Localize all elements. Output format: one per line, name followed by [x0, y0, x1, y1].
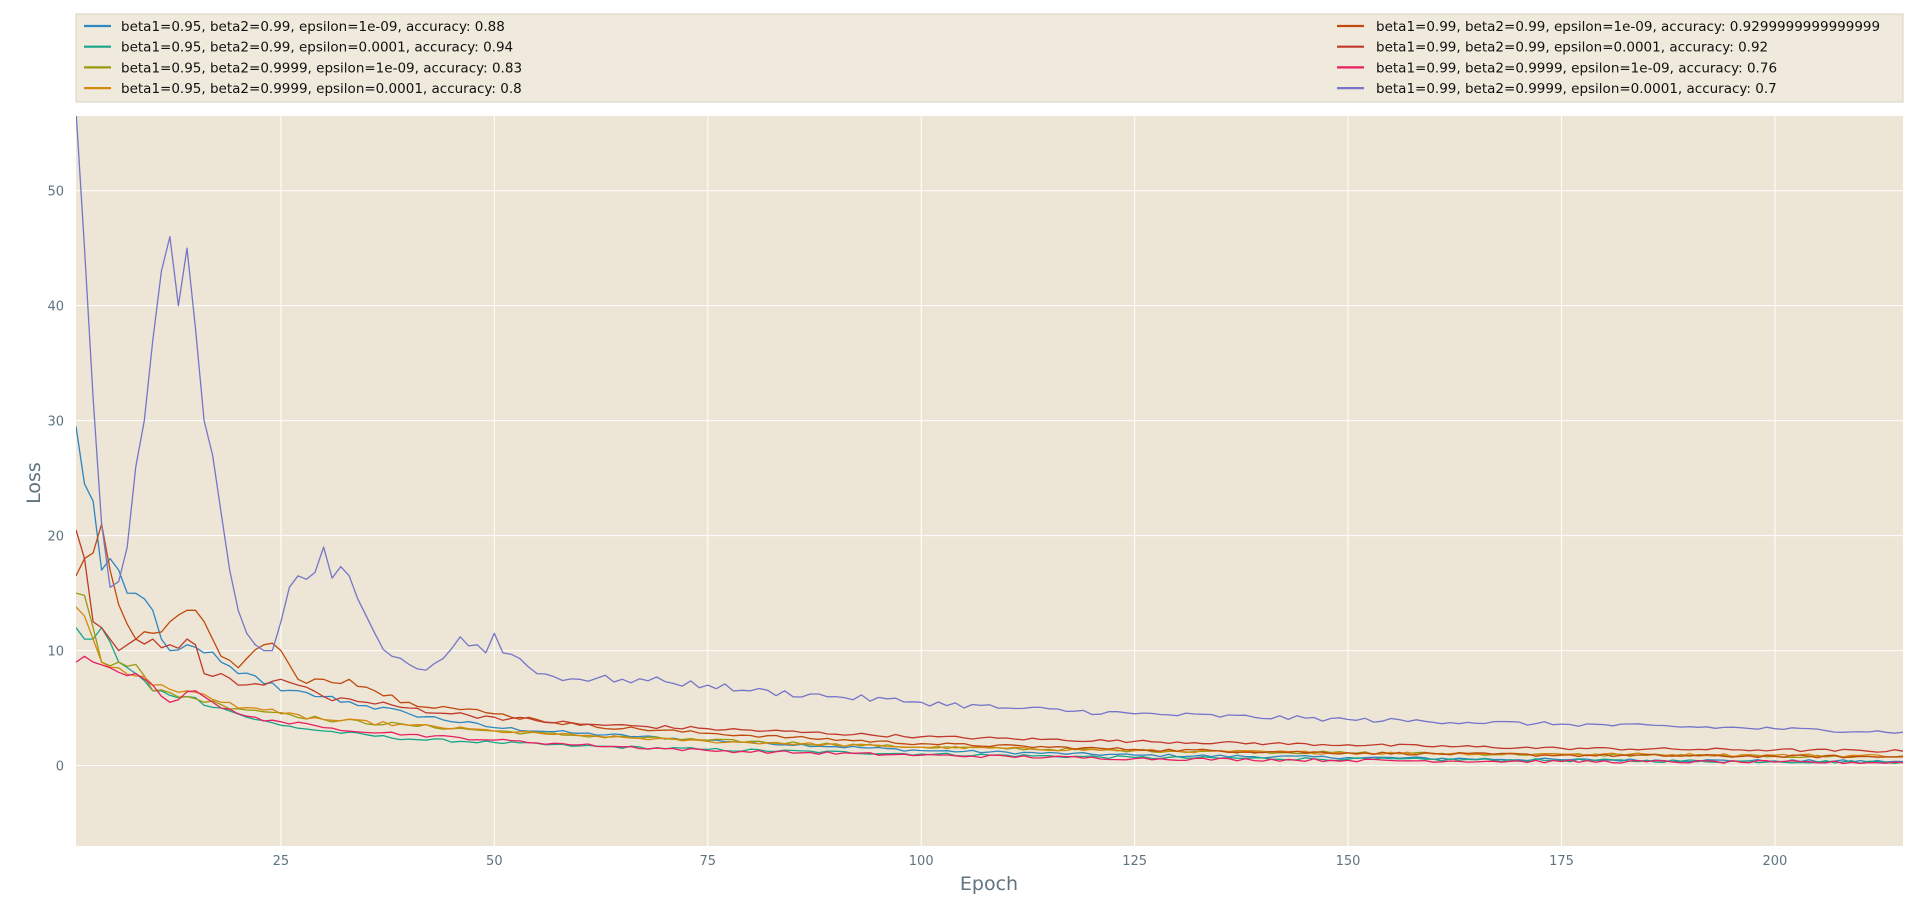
- series-line-4: [76, 606, 1903, 758]
- y-tick-label: 20: [47, 530, 64, 545]
- x-tick-label: 125: [1122, 854, 1147, 869]
- legend-label-7: beta1=0.99, beta2=0.9999, epsilon=1e-09,…: [1376, 60, 1777, 76]
- y-tick-label: 50: [47, 185, 64, 200]
- y-tick-label: 30: [47, 415, 64, 430]
- y-tick-label: 0: [56, 760, 64, 775]
- x-axis-label: Epoch: [960, 873, 1018, 895]
- x-tick-label: 150: [1336, 854, 1361, 869]
- legend-label-1: beta1=0.95, beta2=0.99, epsilon=1e-09, a…: [121, 19, 505, 35]
- x-tick-label: 175: [1549, 854, 1574, 869]
- series-line-5: [76, 523, 1903, 759]
- y-axis-label: Loss: [23, 462, 45, 504]
- x-axis-ticks: 25 50 75 100 125 150 175 200: [273, 854, 1788, 869]
- legend-label-5: beta1=0.99, beta2=0.99, epsilon=1e-09, a…: [1376, 19, 1880, 35]
- legend-label-4: beta1=0.95, beta2=0.9999, epsilon=0.0001…: [121, 81, 522, 97]
- x-tick-label: 75: [699, 854, 716, 869]
- series-line-6: [76, 529, 1903, 753]
- x-tick-label: 50: [486, 854, 503, 869]
- series-line-8: [76, 116, 1903, 734]
- series-line-7: [76, 655, 1903, 765]
- x-tick-label: 200: [1763, 854, 1788, 869]
- legend-label-3: beta1=0.95, beta2=0.9999, epsilon=1e-09,…: [121, 60, 522, 76]
- legend-box: [75, 13, 1904, 103]
- x-tick-label: 25: [273, 854, 290, 869]
- y-tick-label: 40: [47, 300, 64, 315]
- grid: [76, 116, 1903, 846]
- legend-label-8: beta1=0.99, beta2=0.9999, epsilon=0.0001…: [1376, 81, 1777, 97]
- legend-label-6: beta1=0.99, beta2=0.99, epsilon=0.0001, …: [1376, 40, 1768, 56]
- series-lines: [76, 116, 1903, 765]
- x-tick-label: 100: [909, 854, 934, 869]
- y-axis-ticks: 0 10 20 30 40 50: [47, 185, 64, 775]
- legend: beta1=0.95, beta2=0.99, epsilon=1e-09, a…: [75, 13, 1904, 103]
- plot-area: [76, 116, 1903, 846]
- y-tick-label: 10: [47, 645, 64, 660]
- legend-label-2: beta1=0.95, beta2=0.99, epsilon=0.0001, …: [121, 40, 513, 56]
